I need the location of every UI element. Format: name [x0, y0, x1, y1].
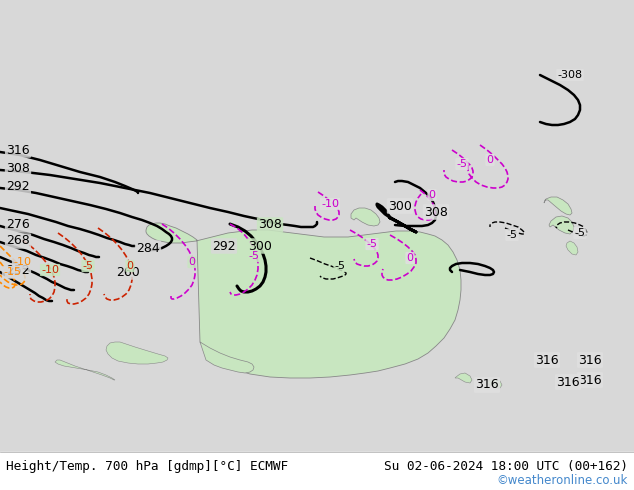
- Text: -5: -5: [456, 159, 467, 169]
- Text: 0: 0: [429, 190, 436, 200]
- Polygon shape: [549, 216, 574, 234]
- Text: -10: -10: [321, 199, 339, 209]
- Text: -5: -5: [335, 261, 346, 271]
- Text: 292: 292: [6, 180, 30, 194]
- Text: -5: -5: [366, 239, 377, 249]
- Text: Height/Temp. 700 hPa [gdmp][°C] ECMWF: Height/Temp. 700 hPa [gdmp][°C] ECMWF: [6, 460, 288, 472]
- Text: 316: 316: [578, 373, 602, 387]
- Polygon shape: [55, 360, 115, 380]
- Text: 300: 300: [248, 240, 272, 252]
- Polygon shape: [455, 373, 472, 383]
- Text: -5: -5: [82, 261, 93, 271]
- Text: Su 02-06-2024 18:00 UTC (00+162): Su 02-06-2024 18:00 UTC (00+162): [384, 460, 628, 472]
- Text: 308: 308: [424, 205, 448, 219]
- Text: 308: 308: [258, 219, 282, 231]
- Text: ©weatheronline.co.uk: ©weatheronline.co.uk: [496, 473, 628, 487]
- Text: 276: 276: [6, 219, 30, 231]
- Text: -10: -10: [41, 265, 59, 275]
- Text: -5: -5: [574, 228, 586, 238]
- Text: 260: 260: [116, 266, 140, 278]
- Polygon shape: [566, 241, 578, 255]
- Text: 316: 316: [556, 375, 580, 389]
- Text: 0: 0: [127, 261, 134, 271]
- Text: 308: 308: [6, 163, 30, 175]
- Text: 316: 316: [476, 378, 499, 392]
- Polygon shape: [106, 342, 168, 364]
- Polygon shape: [544, 197, 572, 215]
- Text: 316: 316: [535, 353, 559, 367]
- Text: 292: 292: [212, 240, 236, 252]
- Text: -308: -308: [557, 70, 583, 80]
- Text: -15: -15: [3, 267, 21, 277]
- Text: 316: 316: [6, 144, 30, 156]
- Text: 252: 252: [6, 265, 30, 277]
- Polygon shape: [200, 342, 254, 373]
- Polygon shape: [487, 379, 502, 388]
- Text: -5: -5: [249, 251, 259, 261]
- Polygon shape: [351, 208, 380, 226]
- Text: -5: -5: [507, 230, 517, 240]
- Text: 300: 300: [388, 199, 412, 213]
- Text: 316: 316: [578, 353, 602, 367]
- Text: 0: 0: [486, 155, 493, 165]
- Text: 0: 0: [406, 253, 413, 263]
- Text: 268: 268: [6, 235, 30, 247]
- Text: -10: -10: [13, 257, 31, 267]
- Text: 0: 0: [188, 257, 195, 267]
- Polygon shape: [146, 223, 461, 378]
- Text: 284: 284: [136, 242, 160, 254]
